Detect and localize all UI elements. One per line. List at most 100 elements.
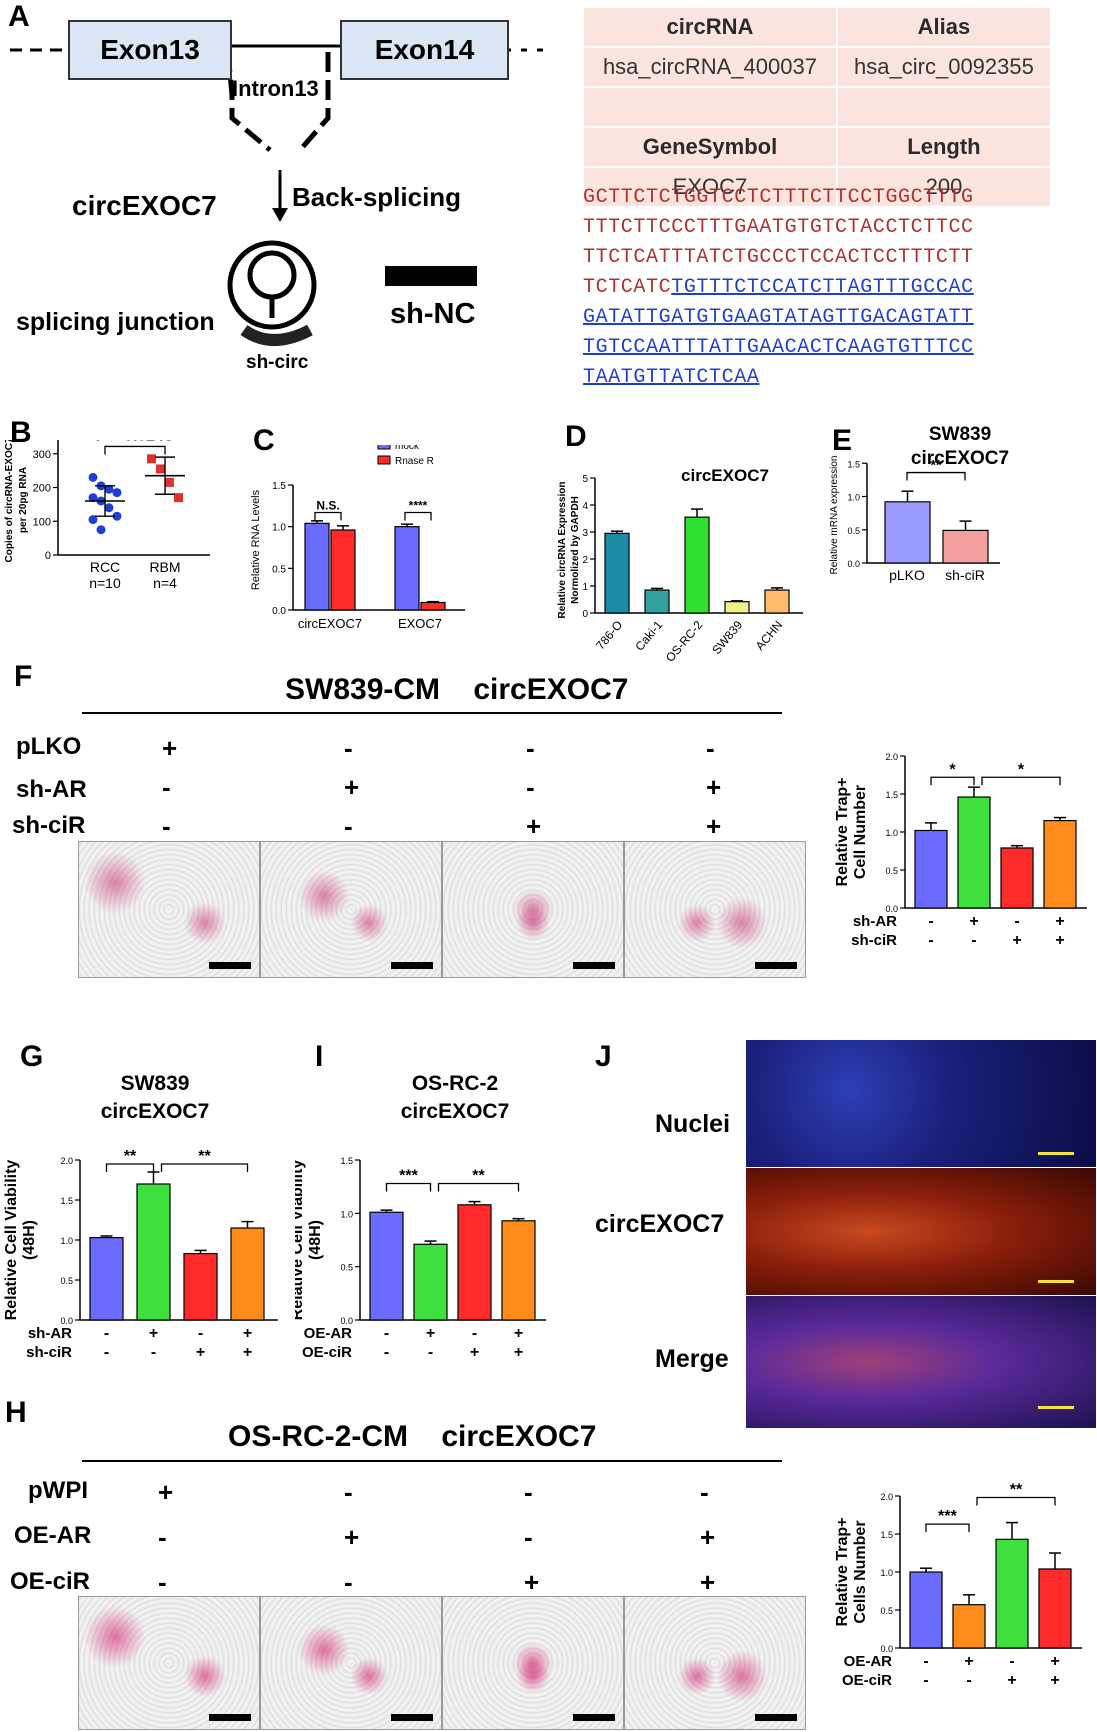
data-point <box>104 484 114 494</box>
chart-title: SW839 <box>121 1072 190 1095</box>
condition-sign: - <box>151 1344 156 1361</box>
condition-sign: - <box>158 1567 167 1597</box>
bar <box>684 516 710 614</box>
condition-sign: - <box>344 1567 353 1597</box>
panel-e-label: E <box>832 424 853 457</box>
exon13-box: Exon13 <box>68 20 232 80</box>
y-tick-label: 0.0 <box>885 904 898 914</box>
condition-sign: - <box>104 1344 109 1361</box>
y-axis-label: Relative Trap+ <box>834 778 851 887</box>
significance-bracket <box>104 445 166 455</box>
condition-sign: + <box>526 811 542 841</box>
condition-sign: + <box>1007 1672 1016 1689</box>
y-tick-label: 300 <box>33 449 51 461</box>
significance-bracket <box>981 776 1061 786</box>
y-axis-label: Relative Cell Viability <box>3 1160 20 1321</box>
panel-h-label: H <box>5 1396 27 1429</box>
data-point <box>156 464 165 474</box>
scale-bar <box>209 962 251 969</box>
bar <box>764 589 790 614</box>
y-tick-label: 0.0 <box>272 606 286 617</box>
significance-label: N.S. <box>316 499 339 513</box>
y-tick-label: 2.0 <box>885 752 898 762</box>
chart-title: circEXOC7 <box>681 466 769 485</box>
exon14-box: Exon14 <box>340 20 509 80</box>
table-header-genesymbol: GeneSymbol <box>582 126 838 168</box>
chart-title: circEXOC7 <box>401 1100 510 1123</box>
y-tick-label: 1.5 <box>885 790 898 800</box>
condition-sign: + <box>964 1653 973 1670</box>
x-tick-label: 786-O <box>593 618 625 653</box>
y-axis-label: Relative RNA Levels <box>250 489 262 590</box>
y-axis-label: Relative circRNA Expression <box>557 482 568 619</box>
row-label: OE-AR <box>14 1522 92 1549</box>
condition-sign: - <box>1014 913 1019 930</box>
condition-sign: + <box>514 1344 523 1361</box>
condition-label: OE-ciR <box>302 1344 352 1361</box>
y-tick-label: 100 <box>33 516 51 528</box>
chart-panel-g: SW839 circEXOC7 0.0 0.5 1.0 1.5 2.0 Relative Ce… <box>3 1072 278 1361</box>
table-header-length: Length <box>835 126 1053 168</box>
condition-sign: + <box>524 1567 540 1597</box>
x-tick-label: RCC <box>90 559 120 575</box>
y-tick-label: 0.0 <box>340 1316 353 1326</box>
sequence-line: TTTCTTCCCTTTGAATGTGTCTACCTCTTCC <box>583 216 974 239</box>
bar <box>1043 819 1077 909</box>
sequence-line: GATATTGATGTGAAGTATAGTTGACAGTATT <box>583 306 974 329</box>
chart-title: SW839 <box>929 424 991 445</box>
significance-bracket <box>906 471 966 481</box>
y-tick-label: 5 <box>582 474 588 485</box>
condition-sign: + <box>243 1325 252 1342</box>
condition-sign: + <box>969 913 978 930</box>
condition-sign: - <box>198 1325 203 1342</box>
chart-panel-b: 0100200300400Copies of circRNA-EXOC7per … <box>4 440 210 591</box>
panel-j-label: J <box>595 1040 612 1073</box>
condition-sign: - <box>971 932 976 949</box>
x-tick-label: Caki-1 <box>632 618 665 654</box>
nuclei-image <box>746 1040 1096 1167</box>
data-point <box>104 503 114 513</box>
row-label: OE-ciR <box>10 1568 91 1595</box>
y-axis-label: (48H) <box>307 1220 324 1260</box>
x-tick-label: ACHN <box>753 618 786 653</box>
condition-sign: - <box>526 772 535 802</box>
y-tick-label: 0.5 <box>340 1263 353 1273</box>
significance-label: *** <box>938 1508 957 1525</box>
condition-sign: - <box>923 1672 928 1689</box>
chart-panel-d: 0 1 2 3 4 5 Relative circRNA Expression Normoli… <box>557 466 803 665</box>
bar <box>604 532 630 614</box>
y-tick-label: 2.0 <box>880 1492 893 1502</box>
sequence-part-underlined: TAATGTTATCTCAA <box>583 366 760 389</box>
merge-image <box>746 1296 1096 1428</box>
scale-bar <box>755 962 797 969</box>
y-tick-label: 200 <box>33 483 51 495</box>
panel-f-divider <box>82 712 782 714</box>
bar <box>1000 847 1034 909</box>
y-axis-label: Copies of circRNA-EXOC7 <box>4 440 15 563</box>
p-value-label: P = 0.0248 <box>96 440 173 444</box>
data-point <box>88 493 98 503</box>
condition-sign: - <box>428 1344 433 1361</box>
condition-sign: - <box>1009 1653 1014 1670</box>
data-point <box>88 472 98 482</box>
significance-bracket <box>437 1182 520 1192</box>
bar <box>304 522 330 611</box>
significance-bracket <box>160 1163 249 1172</box>
bar <box>914 829 948 909</box>
condition-sign: - <box>472 1325 477 1342</box>
condition-sign: - <box>524 1522 533 1552</box>
significance-label: * <box>949 761 956 778</box>
bar <box>909 1571 943 1649</box>
chart-panel-c: 0.0 0.5 1.0 1.5 Relative RNA Levels N.S. **** c… <box>250 445 465 631</box>
condition-label: OE-ciR <box>842 1672 892 1689</box>
data-point <box>147 454 156 464</box>
significance-label: **** <box>409 499 428 513</box>
microscopy-image <box>78 841 260 978</box>
bar <box>394 526 420 611</box>
chart-panel-f: 0.0 0.5 1.0 1.5 2.0 Relative Trap+ Cell Number… <box>834 752 1087 949</box>
table-cell-alias: hsa_circ_0092355 <box>835 46 1053 88</box>
legend-label: mock <box>395 445 420 452</box>
microscopy-image <box>78 1596 260 1730</box>
x-tick-label: pLKO <box>889 567 925 583</box>
panel-i-label: I <box>315 1040 324 1073</box>
